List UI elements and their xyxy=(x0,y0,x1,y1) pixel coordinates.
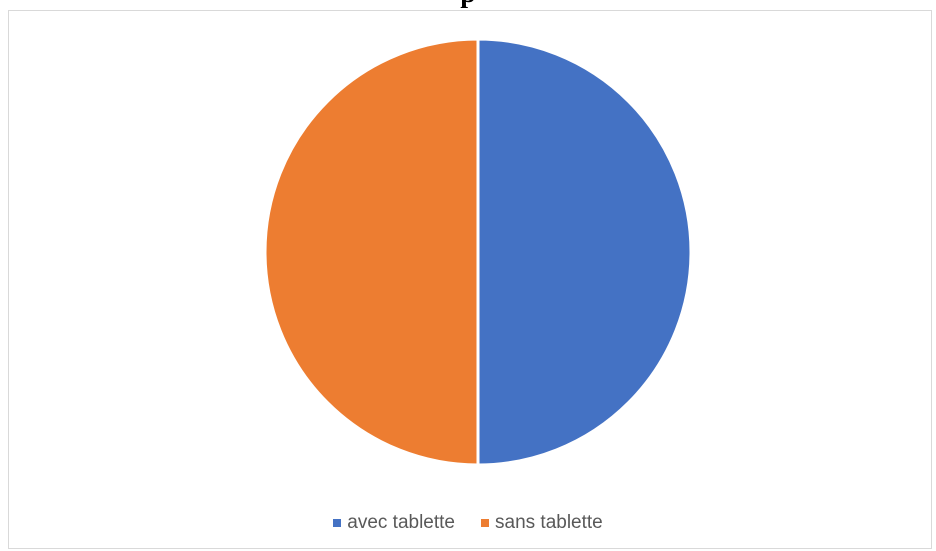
pie-slice-avec-tablette xyxy=(476,37,693,467)
legend-label-avec-tablette: avec tablette xyxy=(347,512,455,533)
chart-legend: avec tablette sans tablette xyxy=(0,511,936,535)
legend-swatch-sans-tablette xyxy=(481,519,489,527)
chart-title: p xyxy=(0,0,936,10)
legend-swatch-avec-tablette xyxy=(333,519,342,527)
legend-item-avec-tablette: avec tablette xyxy=(333,512,455,534)
pie-slice-sans-tablette xyxy=(263,37,480,467)
legend-item-sans-tablette: sans tablette xyxy=(481,512,603,534)
legend-label-sans-tablette: sans tablette xyxy=(495,512,603,533)
